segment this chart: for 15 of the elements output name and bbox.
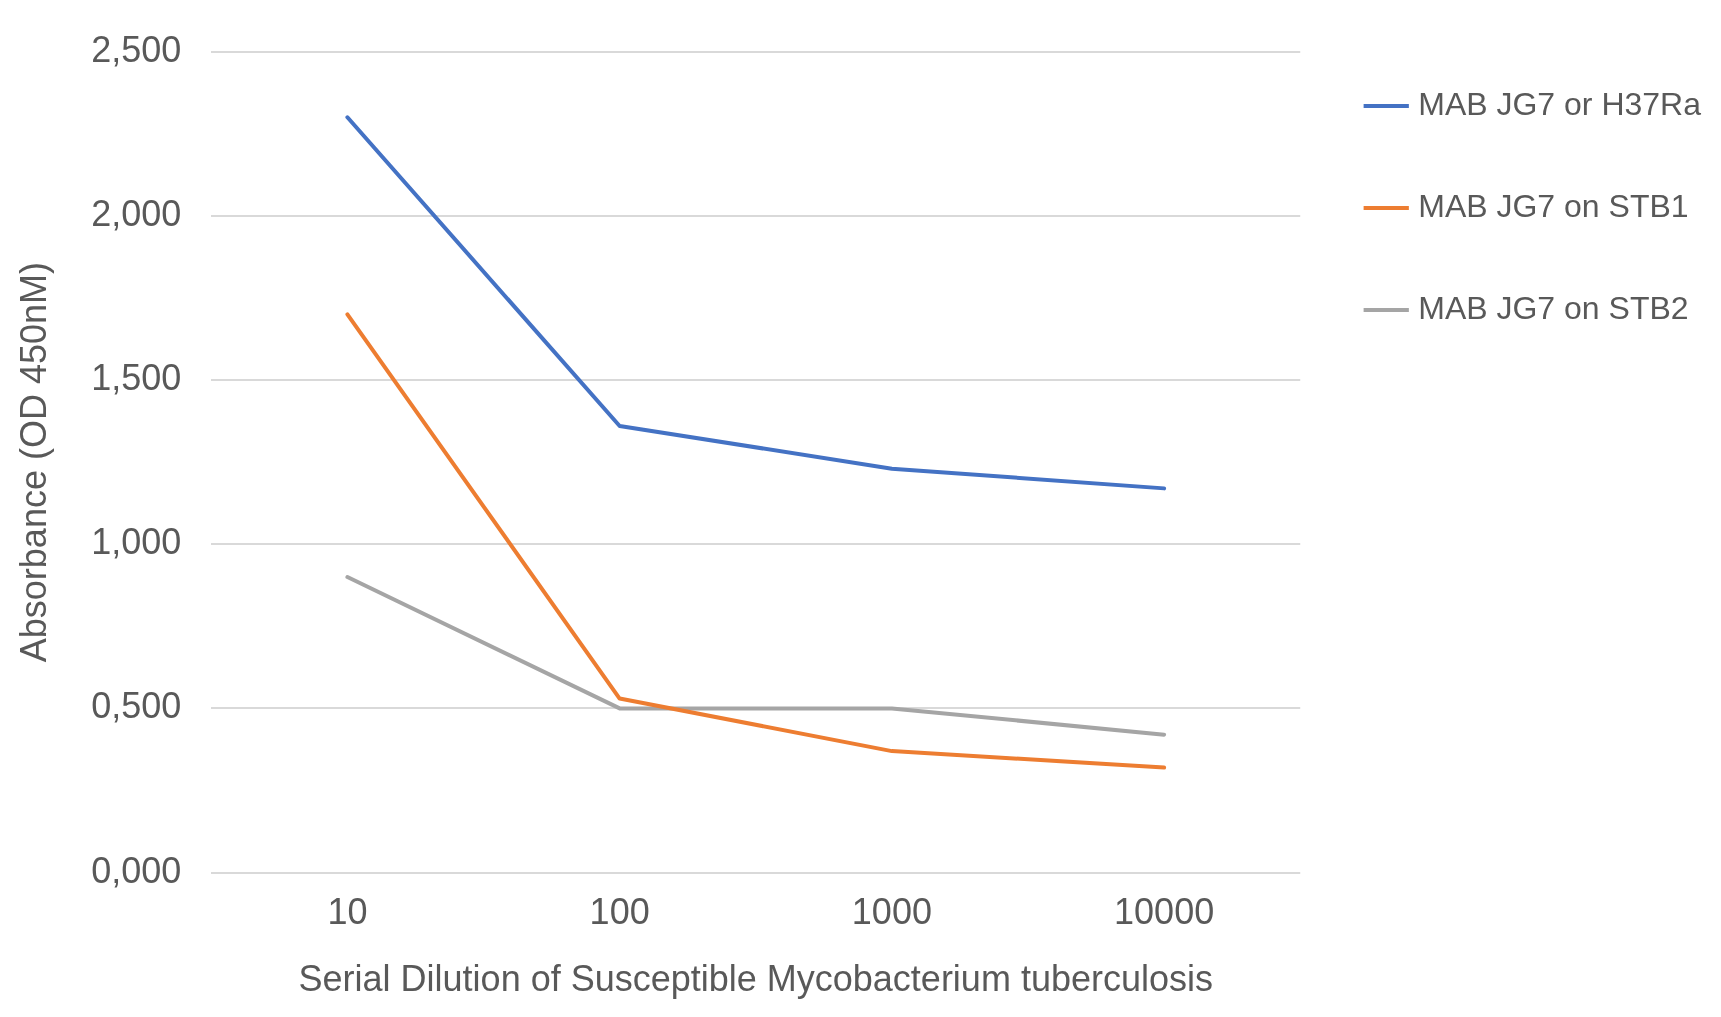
x-tick-label: 100	[589, 891, 650, 933]
x-tick-label: 10000	[1114, 891, 1215, 933]
x-tick-label: 1000	[851, 891, 932, 933]
x-tick-label: 10	[327, 891, 368, 933]
legend-label: MAB JG7 on STB2	[1418, 289, 1689, 326]
y-tick-label: 0,500	[91, 685, 182, 727]
y-tick-label: 2,500	[91, 28, 182, 70]
y-axis-title: Absorbance (OD 450nM)	[12, 262, 54, 663]
y-tick-label: 0,000	[91, 849, 182, 891]
legend-label: MAB JG7 on STB1	[1418, 187, 1689, 224]
y-tick-label: 1,500	[91, 356, 182, 398]
legend-label: MAB JG7 or H37Ra	[1418, 85, 1702, 122]
x-axis-title: Serial Dilution of Susceptible Mycobacterium tuberculosis	[298, 958, 1213, 1000]
y-tick-label: 2,000	[91, 192, 182, 234]
y-tick-label: 1,000	[91, 521, 182, 563]
